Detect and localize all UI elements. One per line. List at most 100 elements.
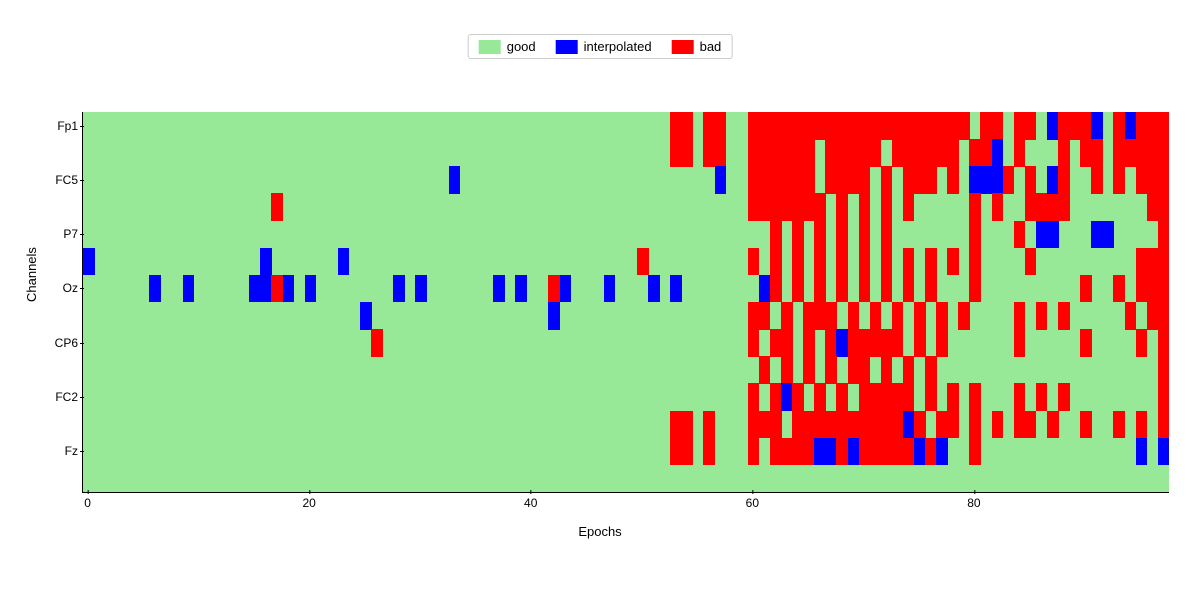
heatmap-cell bbox=[914, 166, 926, 194]
heatmap-cell bbox=[781, 302, 793, 330]
heatmap-cell bbox=[1014, 383, 1026, 411]
heatmap-cell bbox=[1069, 112, 1081, 140]
heatmap-cell bbox=[859, 438, 871, 466]
heatmap-cell bbox=[969, 221, 981, 249]
heatmap-cell bbox=[859, 248, 871, 276]
heatmap-cell bbox=[260, 248, 272, 276]
heatmap-cell bbox=[870, 383, 882, 411]
heatmap-cell bbox=[803, 329, 815, 357]
heatmap-cell bbox=[1047, 112, 1059, 140]
heatmap-cell bbox=[1136, 411, 1148, 439]
x-tick: 60 bbox=[746, 496, 759, 510]
heatmap-cell bbox=[881, 248, 893, 276]
heatmap-cell bbox=[1158, 329, 1170, 357]
heatmap-cell bbox=[848, 329, 860, 357]
heatmap-cell bbox=[1147, 275, 1159, 303]
heatmap-cell bbox=[848, 438, 860, 466]
heatmap-cell bbox=[903, 166, 915, 194]
heatmap-cell bbox=[925, 166, 937, 194]
heatmap-cell bbox=[969, 139, 981, 167]
heatmap-cell bbox=[1058, 383, 1070, 411]
heatmap-cell bbox=[958, 302, 970, 330]
y-tick: Fz bbox=[38, 444, 78, 458]
heatmap-cell bbox=[759, 139, 771, 167]
heatmap-cell bbox=[947, 383, 959, 411]
heatmap-cell bbox=[936, 112, 948, 140]
legend-label: bad bbox=[700, 39, 722, 54]
heatmap-cell bbox=[781, 356, 793, 384]
heatmap-cell bbox=[1125, 139, 1137, 167]
heatmap-cell bbox=[836, 248, 848, 276]
heatmap-cell bbox=[848, 302, 860, 330]
heatmap-cell bbox=[859, 112, 871, 140]
legend: goodinterpolatedbad bbox=[468, 34, 733, 59]
heatmap-cell bbox=[980, 112, 992, 140]
heatmap-cell bbox=[903, 275, 915, 303]
heatmap-cell bbox=[1158, 112, 1170, 140]
heatmap-cell bbox=[1080, 411, 1092, 439]
heatmap-cell bbox=[803, 411, 815, 439]
heatmap-cell bbox=[1058, 139, 1070, 167]
heatmap-cell bbox=[770, 112, 782, 140]
heatmap-cell bbox=[703, 438, 715, 466]
heatmap-cell bbox=[1091, 221, 1103, 249]
heatmap-cell bbox=[859, 166, 871, 194]
heatmap-cell bbox=[903, 411, 915, 439]
heatmap-cell bbox=[781, 112, 793, 140]
heatmap-cell bbox=[1036, 221, 1048, 249]
heatmap-cell bbox=[1058, 302, 1070, 330]
heatmap-cell bbox=[1113, 411, 1125, 439]
heatmap-cell bbox=[903, 193, 915, 221]
heatmap-cell bbox=[271, 275, 283, 303]
heatmap-cell bbox=[859, 329, 871, 357]
y-tick: P7 bbox=[38, 227, 78, 241]
heatmap-cell bbox=[903, 248, 915, 276]
heatmap-cell bbox=[836, 139, 848, 167]
heatmap-cell bbox=[1080, 139, 1092, 167]
heatmap-cell bbox=[305, 275, 317, 303]
heatmap-cell bbox=[1158, 193, 1170, 221]
heatmap-cell bbox=[770, 139, 782, 167]
heatmap-cell bbox=[1025, 166, 1037, 194]
legend-swatch bbox=[479, 40, 501, 54]
y-tick: Oz bbox=[38, 281, 78, 295]
heatmap-cell bbox=[992, 193, 1004, 221]
heatmap-cell bbox=[803, 438, 815, 466]
heatmap-cell bbox=[1158, 248, 1170, 276]
heatmap-cell bbox=[759, 411, 771, 439]
heatmap-cell bbox=[1147, 193, 1159, 221]
heatmap-cell bbox=[825, 139, 837, 167]
heatmap-cell bbox=[670, 112, 682, 140]
heatmap-cell bbox=[881, 166, 893, 194]
heatmap-cell bbox=[859, 356, 871, 384]
heatmap-cell bbox=[703, 411, 715, 439]
heatmap-cell bbox=[792, 221, 804, 249]
heatmap-cell bbox=[969, 193, 981, 221]
heatmap-cell bbox=[881, 221, 893, 249]
heatmap-cell bbox=[670, 139, 682, 167]
heatmap-cell bbox=[892, 383, 904, 411]
heatmap-cell bbox=[271, 193, 283, 221]
y-tick: CP6 bbox=[38, 336, 78, 350]
heatmap-cell bbox=[992, 411, 1004, 439]
heatmap-cell bbox=[859, 221, 871, 249]
heatmap-cell bbox=[670, 411, 682, 439]
heatmap-cell bbox=[1113, 275, 1125, 303]
heatmap-cell bbox=[770, 221, 782, 249]
heatmap-cell bbox=[559, 275, 571, 303]
heatmap-cell bbox=[548, 275, 560, 303]
heatmap-cell bbox=[814, 411, 826, 439]
heatmap-cell bbox=[925, 438, 937, 466]
heatmap-cell bbox=[282, 275, 294, 303]
heatmap-cell bbox=[814, 383, 826, 411]
heatmap-cell bbox=[870, 411, 882, 439]
heatmap-cell bbox=[415, 275, 427, 303]
heatmap-cell bbox=[914, 411, 926, 439]
heatmap-cell bbox=[1158, 166, 1170, 194]
heatmap-cell bbox=[836, 193, 848, 221]
heatmap-cell bbox=[803, 139, 815, 167]
heatmap-cell bbox=[836, 383, 848, 411]
x-tick: 0 bbox=[84, 496, 91, 510]
legend-item: good bbox=[479, 39, 536, 54]
heatmap-cell bbox=[360, 302, 372, 330]
